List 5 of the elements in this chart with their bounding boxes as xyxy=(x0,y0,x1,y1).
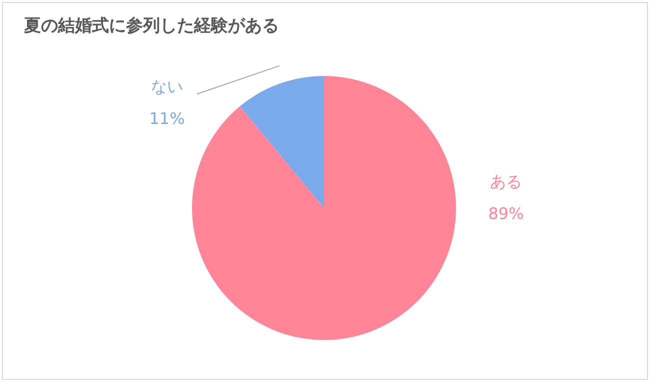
data-label: 89% xyxy=(488,204,524,224)
chart-title: 夏の結婚式に参列した経験がある xyxy=(24,15,279,37)
slice-label: ある xyxy=(490,172,522,192)
data-label: 11% xyxy=(149,109,185,128)
slice-label: ない xyxy=(151,77,183,96)
